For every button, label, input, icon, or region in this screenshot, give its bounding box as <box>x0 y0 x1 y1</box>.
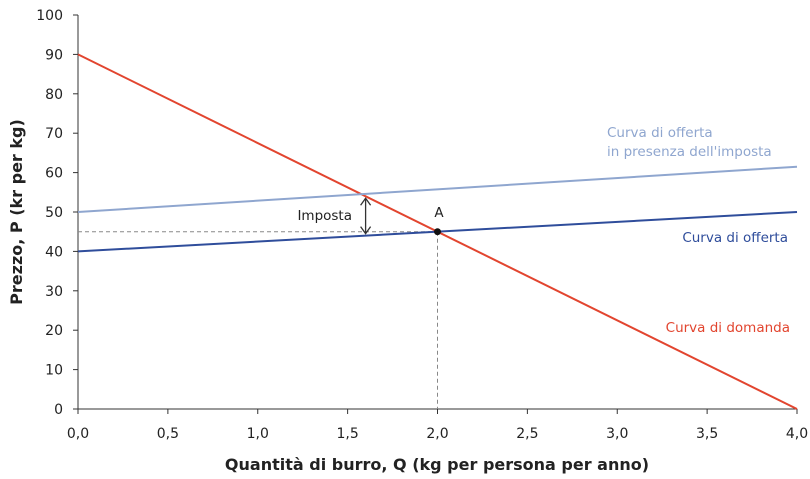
y-tick-label: 50 <box>45 205 63 221</box>
tax-arrow-head-up <box>360 197 372 206</box>
supply-label: Curva di offerta <box>682 230 788 246</box>
x-tick-label: 2,0 <box>426 426 448 442</box>
x-axis-label: Quantità di burro, Q (kg per persona per… <box>225 455 649 474</box>
x-tick-label: 3,0 <box>606 426 628 442</box>
y-tick-label: 100 <box>36 8 63 24</box>
x-tick-label: 0,0 <box>67 426 89 442</box>
tax-supply-label-line2: in presenza dell'imposta <box>607 144 772 160</box>
tax-supply-label-line1: Curva di offerta <box>607 125 713 141</box>
y-tick-label: 30 <box>45 284 63 300</box>
y-tick-label: 10 <box>45 363 63 379</box>
x-tick-label: 1,5 <box>336 426 358 442</box>
x-tick-label: 2,5 <box>516 426 538 442</box>
y-tick-label: 80 <box>45 87 63 103</box>
tax-supply-curve <box>77 165 798 213</box>
x-tick-label: 1,0 <box>247 426 269 442</box>
demand-label: Curva di domanda <box>666 320 790 336</box>
y-tick-label: 0 <box>54 402 63 418</box>
x-tick-label: 4,0 <box>786 426 808 442</box>
y-tick-label: 70 <box>45 126 63 142</box>
y-tick-label: 40 <box>45 244 63 260</box>
tax-label: Imposta <box>297 208 352 224</box>
y-tick-label: 20 <box>45 323 63 339</box>
y-tick-label: 60 <box>45 166 63 182</box>
y-axis-label: Prezzo, P (kr per kg) <box>7 119 26 305</box>
x-tick-label: 0,5 <box>157 426 179 442</box>
point-a <box>434 228 441 236</box>
x-tick-label: 3,5 <box>696 426 718 442</box>
point-a-label: A <box>434 205 444 221</box>
y-tick-label: 90 <box>45 47 63 63</box>
tax-arrow-head-down <box>360 226 372 235</box>
